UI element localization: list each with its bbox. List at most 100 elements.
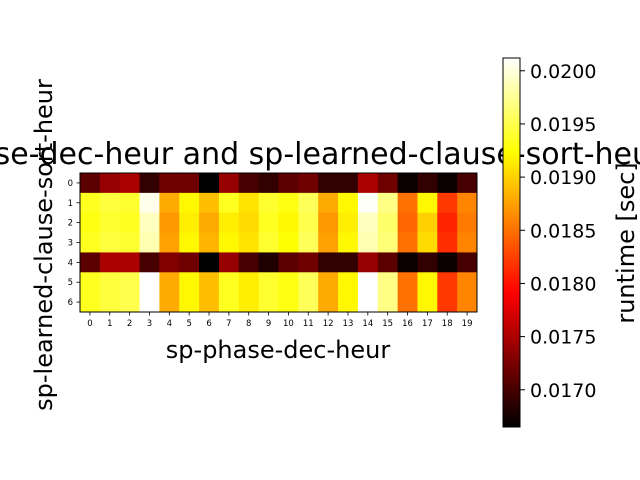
heatmap-cell xyxy=(457,212,478,233)
heatmap-cell xyxy=(238,272,260,293)
heatmap-cell xyxy=(119,173,140,194)
heatmap-cell xyxy=(119,292,140,313)
heatmap-cell xyxy=(179,212,200,233)
x-tick-label: 19 xyxy=(462,319,473,329)
heatmap-cell xyxy=(437,192,458,214)
heatmap-cell xyxy=(298,252,319,273)
x-tick-label: 8 xyxy=(246,319,251,329)
heatmap-cell xyxy=(338,173,359,194)
heatmap-cell xyxy=(437,212,458,233)
heatmap-cell xyxy=(457,192,478,214)
heatmap-cell xyxy=(417,192,438,214)
heatmap-cell xyxy=(119,272,140,293)
x-tick-label: 6 xyxy=(206,319,211,329)
heatmap-cell xyxy=(159,232,180,253)
colorbar-tick-label: 0.0170 xyxy=(530,380,596,402)
heatmap-cell xyxy=(298,232,319,253)
heatmap-cell xyxy=(238,212,260,233)
heatmap-cell xyxy=(278,292,299,313)
heatmap-cell xyxy=(218,232,240,253)
heatmap-cell xyxy=(159,252,180,273)
heatmap-cell xyxy=(457,252,478,273)
heatmap-cell xyxy=(338,212,359,233)
heatmap-cells xyxy=(80,173,478,313)
heatmap-cell xyxy=(338,252,359,273)
heatmap-cell xyxy=(218,292,240,313)
heatmap-cell xyxy=(318,252,339,273)
colorbar xyxy=(503,58,520,427)
heatmap-cell xyxy=(278,212,299,233)
heatmap-cell xyxy=(258,173,279,194)
heatmap-cell xyxy=(377,192,398,214)
heatmap-cell xyxy=(357,192,379,214)
heatmap-cell xyxy=(218,192,240,214)
heatmap-cell xyxy=(377,272,398,293)
heatmap-cell xyxy=(397,272,418,293)
x-tick-label: 17 xyxy=(422,319,433,329)
x-tick-label: 2 xyxy=(127,319,132,329)
heatmap-cell xyxy=(238,232,260,253)
heatmap-cell xyxy=(338,292,359,313)
heatmap-cell xyxy=(99,252,121,273)
x-axis-label: sp-phase-dec-heur xyxy=(166,336,391,364)
heatmap-cell xyxy=(278,232,299,253)
heatmap-cell xyxy=(338,272,359,293)
heatmap-cell xyxy=(417,232,438,253)
heatmap-cell xyxy=(357,252,379,273)
heatmap-cell xyxy=(80,212,101,233)
heatmap-cell xyxy=(159,192,180,214)
heatmap-cell xyxy=(377,292,398,313)
heatmap-cell xyxy=(457,232,478,253)
heatmap-cell xyxy=(80,272,101,293)
heatmap-cell xyxy=(377,232,398,253)
x-tick-label: 9 xyxy=(266,319,271,329)
heatmap-cell xyxy=(397,173,418,194)
heatmap-cell xyxy=(377,252,398,273)
x-tick-label: 13 xyxy=(343,319,354,329)
x-tick-label: 7 xyxy=(226,319,231,329)
chart-title: sp-phase-dec-heur and sp-learned-clause-… xyxy=(0,137,640,172)
heatmap-cell xyxy=(417,212,438,233)
heatmap-cell xyxy=(318,173,339,194)
heatmap-cell xyxy=(218,272,240,293)
y-tick-label: 5 xyxy=(68,278,73,288)
heatmap-cell xyxy=(80,173,101,194)
colorbar-tick-label: 0.0195 xyxy=(530,114,596,136)
heatmap-cell xyxy=(397,292,418,313)
heatmap-cell xyxy=(119,252,140,273)
heatmap-cell xyxy=(417,173,438,194)
heatmap-cell xyxy=(179,232,200,253)
heatmap-cell xyxy=(457,272,478,293)
heatmap-cell xyxy=(338,232,359,253)
heatmap-cell xyxy=(397,192,418,214)
heatmap-cell xyxy=(199,212,220,233)
heatmap-cell xyxy=(437,232,458,253)
heatmap-cell xyxy=(417,252,438,273)
x-tick-label: 5 xyxy=(186,319,191,329)
heatmap-cell xyxy=(298,192,319,214)
heatmap-cell xyxy=(119,212,140,233)
heatmap-cell xyxy=(199,173,220,194)
colorbar-label: runtime [sec] xyxy=(612,162,640,323)
heatmap-cell xyxy=(258,212,279,233)
heatmap-cell xyxy=(397,232,418,253)
heatmap-cell xyxy=(357,292,379,313)
x-tick-label: 0 xyxy=(87,319,92,329)
heatmap-cell xyxy=(357,212,379,233)
y-tick-label: 6 xyxy=(68,298,73,308)
y-tick-label: 3 xyxy=(68,239,73,249)
heatmap-cell xyxy=(318,212,339,233)
x-axis-ticks: 0 1 2 3 4 5 6 7 8 9 10 11 12 13 14 15 16 17 18 19 xyxy=(87,312,472,329)
heatmap-cell xyxy=(357,173,379,194)
heatmap-cell xyxy=(80,252,101,273)
colorbar-frame xyxy=(502,57,521,428)
x-tick-label: 11 xyxy=(303,319,314,329)
heatmap-cell xyxy=(139,272,160,293)
heatmap-cell xyxy=(139,252,160,273)
colorbar-tick-label: 0.0175 xyxy=(530,327,596,349)
y-tick-label: 4 xyxy=(68,258,73,268)
heatmap-cell xyxy=(278,173,299,194)
heatmap-cell xyxy=(218,212,240,233)
x-tick-label: 12 xyxy=(323,319,334,329)
heatmap-cell xyxy=(318,292,339,313)
